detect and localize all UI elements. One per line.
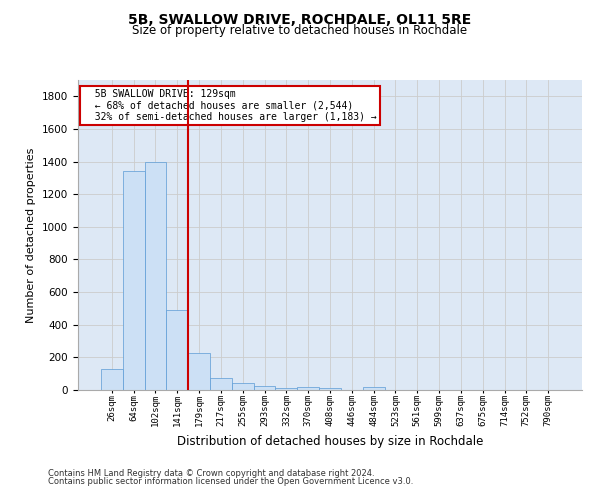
- Bar: [275, 388, 297, 390]
- Bar: [232, 383, 254, 390]
- Bar: [210, 378, 232, 390]
- Bar: [254, 386, 275, 390]
- Text: Contains public sector information licensed under the Open Government Licence v3: Contains public sector information licen…: [48, 477, 413, 486]
- Bar: [319, 388, 341, 390]
- Bar: [145, 162, 166, 390]
- Bar: [123, 172, 145, 390]
- Bar: [188, 354, 210, 390]
- Text: Distribution of detached houses by size in Rochdale: Distribution of detached houses by size …: [177, 435, 483, 448]
- Bar: [363, 386, 385, 390]
- Y-axis label: Number of detached properties: Number of detached properties: [26, 148, 37, 322]
- Text: 5B, SWALLOW DRIVE, ROCHDALE, OL11 5RE: 5B, SWALLOW DRIVE, ROCHDALE, OL11 5RE: [128, 12, 472, 26]
- Text: Contains HM Land Registry data © Crown copyright and database right 2024.: Contains HM Land Registry data © Crown c…: [48, 468, 374, 477]
- Bar: [297, 386, 319, 390]
- Bar: [101, 369, 123, 390]
- Text: Size of property relative to detached houses in Rochdale: Size of property relative to detached ho…: [133, 24, 467, 37]
- Bar: [166, 310, 188, 390]
- Text: 5B SWALLOW DRIVE: 129sqm
  ← 68% of detached houses are smaller (2,544)
  32% of: 5B SWALLOW DRIVE: 129sqm ← 68% of detach…: [83, 90, 377, 122]
